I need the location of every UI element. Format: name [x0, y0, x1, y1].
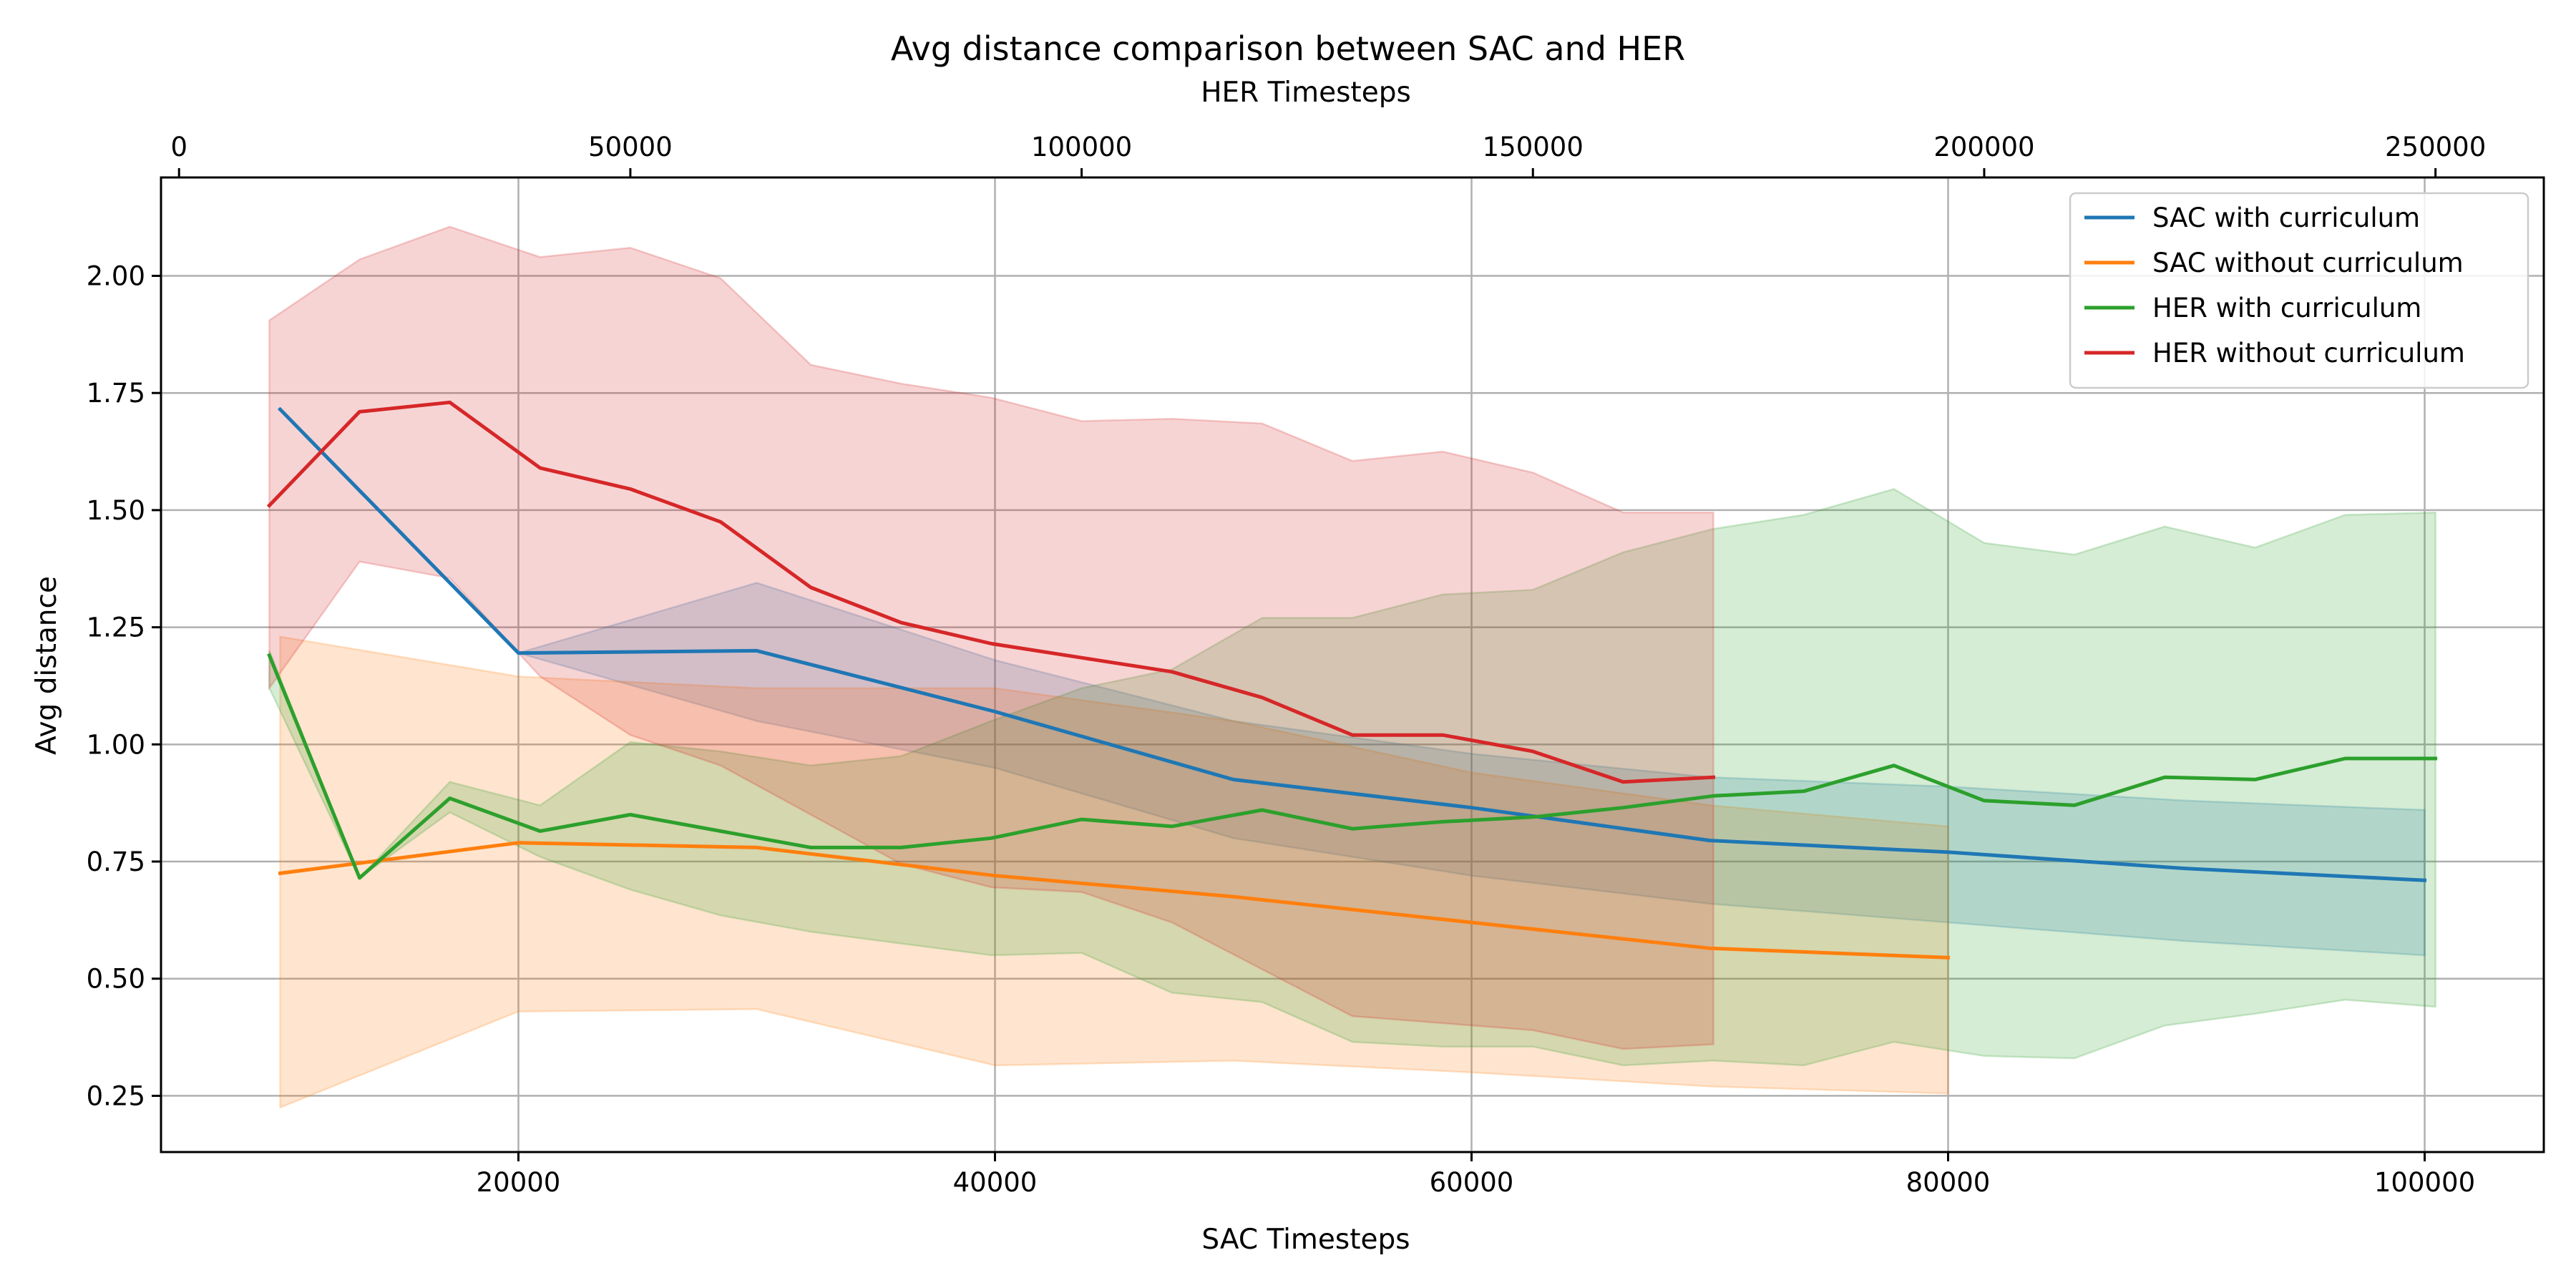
legend: SAC with curriculum SAC without curriculu…: [2069, 192, 2529, 389]
x-tick-label: 20000: [477, 1167, 561, 1198]
y-tick-label: 0.75: [87, 847, 145, 877]
legend-box: [2069, 192, 2529, 389]
band-layer: [268, 225, 2436, 1109]
x-tick-label: 100000: [2374, 1167, 2475, 1198]
x-tick-label: 80000: [1906, 1167, 1991, 1198]
confidence-band: [268, 225, 1714, 1050]
legend-label: HER without curriculum: [2152, 338, 2465, 369]
series-line: [278, 841, 1951, 960]
x2-tick-label: 150000: [1483, 132, 1584, 162]
y-axis-label: Avg distance: [31, 576, 63, 755]
series-line: [277, 406, 2427, 882]
x2-tick-label: 250000: [2385, 132, 2486, 162]
axes-frame: [160, 176, 2545, 1153]
y-tick-label: 1.50: [87, 495, 145, 526]
series-line: [266, 400, 1716, 784]
y-tick-label: 0.25: [87, 1080, 145, 1111]
x2-tick-label: 100000: [1031, 132, 1132, 162]
x2-tick-label: 200000: [1933, 132, 2034, 162]
legend-label: HER with curriculum: [2152, 293, 2421, 323]
confidence-band: [279, 635, 1949, 1109]
confidence-band: [279, 409, 2426, 957]
grid-layer: [161, 177, 2544, 1152]
x-tick-label: 40000: [953, 1167, 1038, 1198]
x2-tick-label: 0: [170, 132, 187, 162]
legend-label: SAC without curriculum: [2152, 248, 2464, 278]
x2-tick-label: 50000: [588, 132, 673, 162]
series-line: [267, 653, 2438, 880]
axes-layer: 20000 40000 60000 80000 100000 0 50000 100000 15…: [87, 132, 2545, 1198]
x2-axis-label: HER Timesteps: [1201, 77, 1411, 109]
y-tick-label: 1.25: [87, 613, 145, 643]
y-tick-label: 0.50: [87, 964, 145, 995]
confidence-band: [268, 488, 2436, 1067]
x-tick-label: 60000: [1430, 1167, 1514, 1198]
y-tick-label: 1.00: [87, 729, 145, 760]
y-tick-label: 2.00: [87, 261, 145, 292]
x-axis-label: SAC Timesteps: [1201, 1224, 1410, 1256]
y-tick-label: 1.75: [87, 378, 145, 409]
line-layer: [266, 400, 2438, 960]
chart-title: Avg distance comparison between SAC and …: [891, 29, 1685, 68]
legend-label: SAC with curriculum: [2152, 203, 2420, 233]
